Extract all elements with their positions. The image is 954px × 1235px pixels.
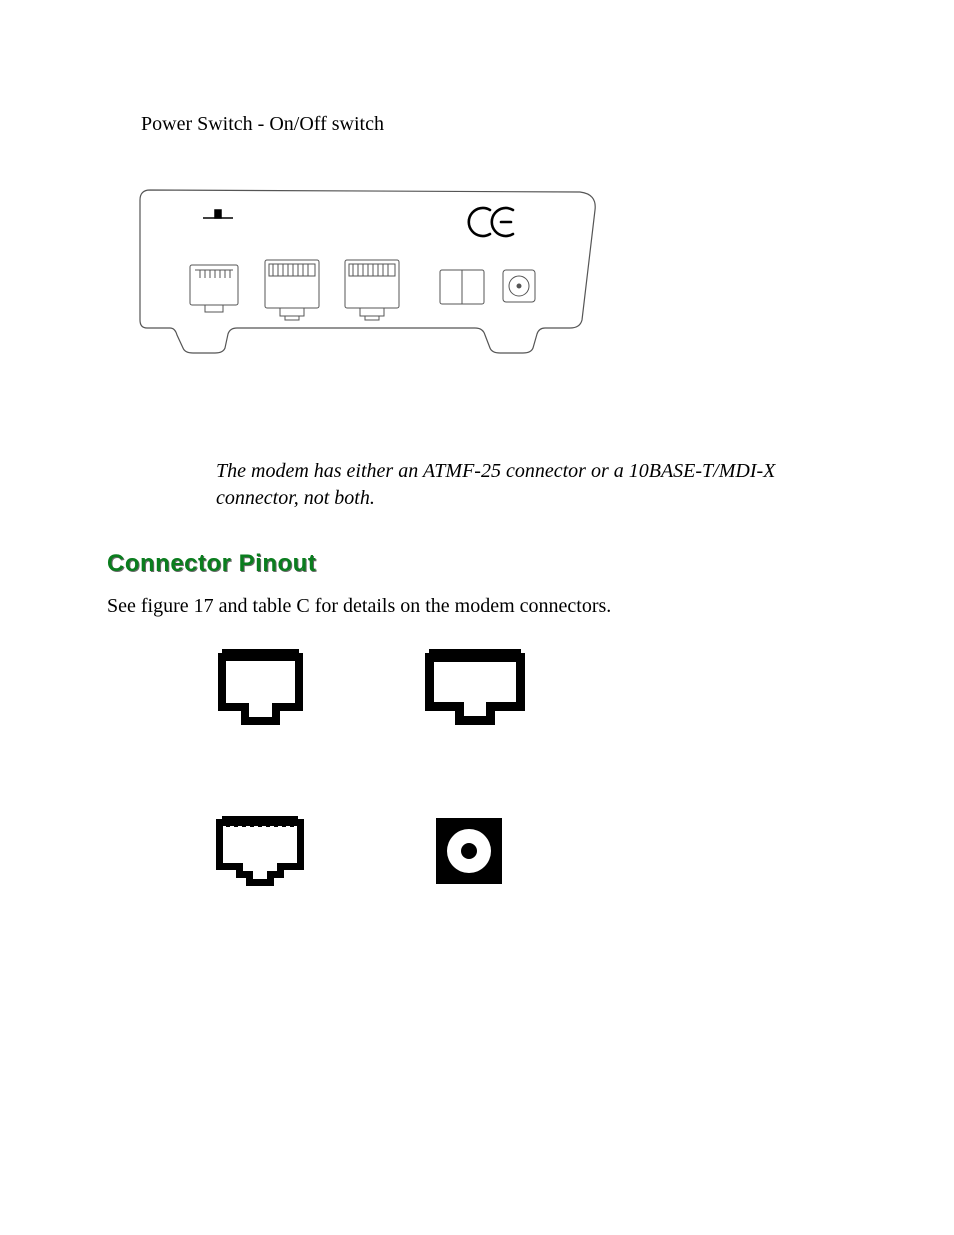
power-switch-text: Power Switch - On/Off switch bbox=[141, 113, 384, 136]
note-line-2: connector, not both. bbox=[216, 487, 375, 509]
connector-icon-rj6 bbox=[218, 649, 303, 732]
note-line-1: The modem has either an ATMF-25 connecto… bbox=[216, 460, 775, 482]
connector-icon-rj8-a bbox=[425, 649, 525, 732]
connector-note: The modem has either an ATMF-25 connecto… bbox=[216, 458, 876, 512]
rear-panel-svg bbox=[125, 170, 605, 360]
page: Power Switch - On/Off switch bbox=[0, 0, 954, 1235]
connector-icon-barrel bbox=[436, 818, 502, 889]
rear-panel-diagram bbox=[125, 170, 605, 360]
heading-connector-pinout: Connector Pinout bbox=[107, 550, 316, 578]
see-figure-text: See figure 17 and table C for details on… bbox=[107, 595, 611, 618]
connector-icon-rj8-b bbox=[216, 816, 304, 893]
